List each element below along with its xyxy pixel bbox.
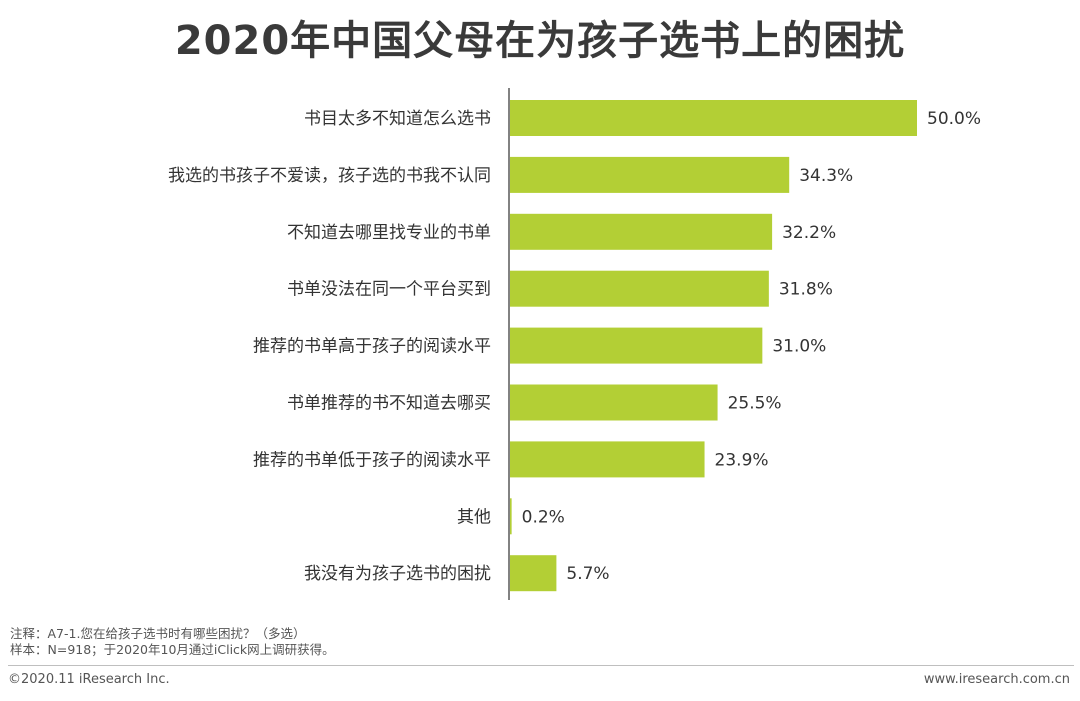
bar (510, 327, 763, 364)
footer-divider (8, 665, 1074, 666)
value-label: 34.3% (799, 166, 853, 186)
bar (510, 498, 512, 535)
bar (510, 213, 773, 250)
value-label: 0.2% (522, 507, 565, 527)
note-question: 注释：A7-1.您在给孩子选书时有哪些困扰？（多选） (10, 626, 306, 641)
value-label: 32.2% (782, 223, 836, 243)
value-label: 31.8% (779, 280, 833, 300)
category-label: 推荐的书单低于孩子的阅读水平 (253, 450, 491, 470)
value-label: 25.5% (728, 394, 782, 414)
category-label: 推荐的书单高于孩子的阅读水平 (253, 337, 491, 357)
note-sample: 样本：N=918；于2020年10月通过iClick网上调研获得。 (10, 642, 335, 657)
bar (510, 270, 769, 307)
value-label: 23.9% (715, 450, 769, 470)
bar (510, 100, 917, 136)
bar (510, 384, 718, 421)
bar (510, 555, 557, 592)
category-label: 不知道去哪里找专业的书单 (287, 223, 491, 243)
category-label: 书单没法在同一个平台买到 (287, 280, 491, 300)
footnotes: 注释：A7-1.您在给孩子选书时有哪些困扰？（多选） 样本：N=918；于202… (10, 626, 335, 658)
value-label: 5.7% (566, 564, 609, 584)
category-label: 书单推荐的书不知道去哪买 (287, 394, 491, 414)
value-label: 31.0% (772, 337, 826, 357)
copyright-text: ©2020.11 iResearch Inc. (8, 672, 170, 687)
category-label: 其他 (457, 507, 491, 527)
value-label: 50.0% (927, 109, 981, 129)
bar (510, 441, 705, 478)
bar (510, 156, 790, 193)
category-label: 我选的书孩子不爱读，孩子选的书我不认同 (168, 166, 491, 186)
category-label: 书目太多不知道怎么选书 (304, 109, 491, 129)
category-label: 我没有为孩子选书的困扰 (304, 564, 491, 584)
chart-title: 2020年中国父母在为孩子选书上的困扰 (174, 18, 906, 64)
website-link[interactable]: www.iresearch.com.cn (923, 672, 1070, 687)
